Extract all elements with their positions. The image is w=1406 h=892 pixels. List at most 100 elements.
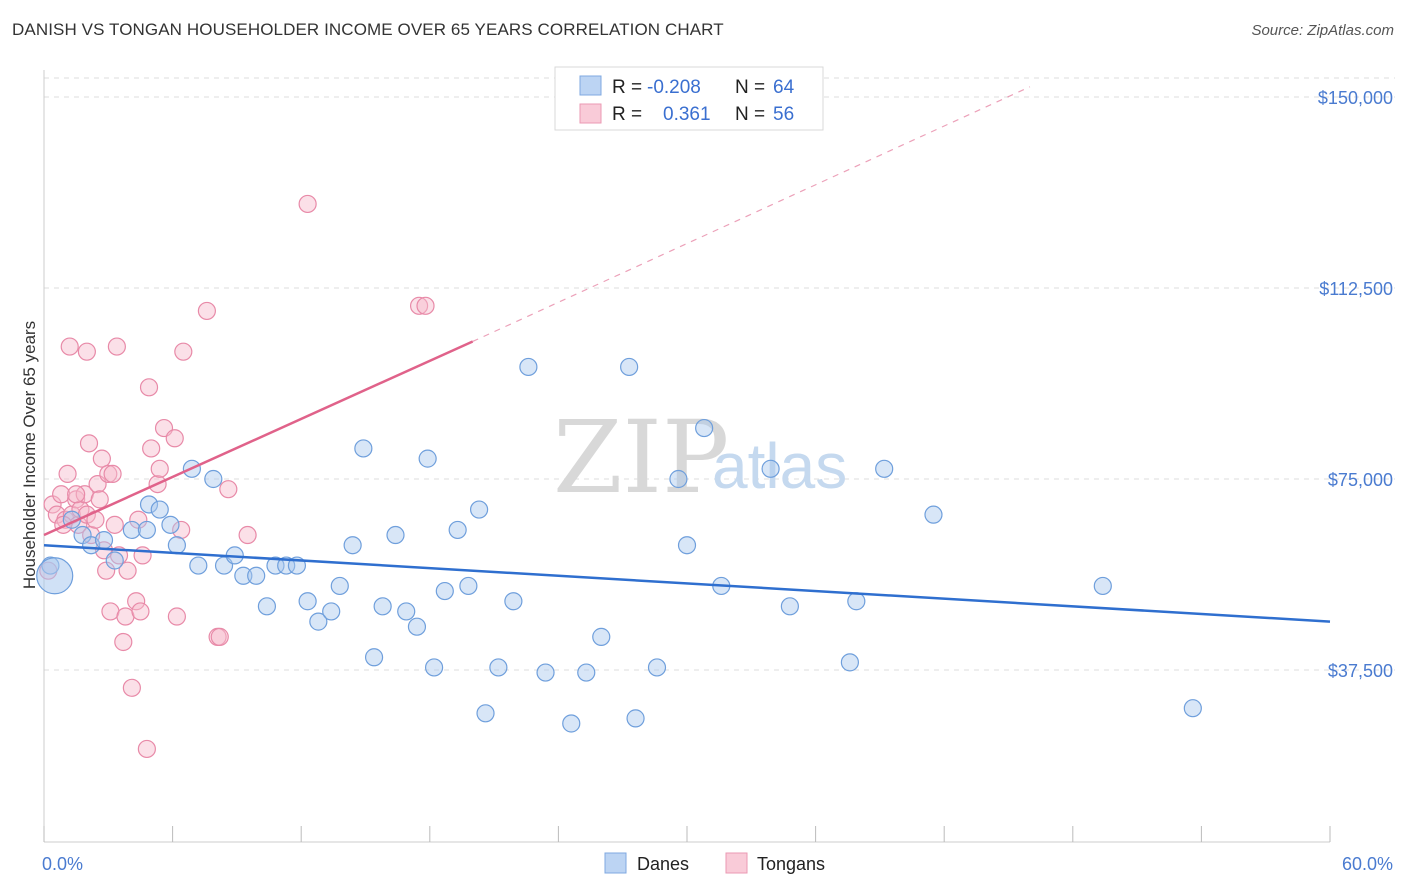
danes-point-7: [137, 520, 156, 540]
tongans-point-46: [238, 525, 257, 545]
y-tick-label-0: $37,500: [1328, 661, 1393, 681]
tongans-point-34: [142, 439, 161, 458]
danes-point-20: [266, 556, 285, 575]
danes-point-44: [536, 663, 555, 682]
watermark-atlas: atlas: [712, 430, 847, 502]
danes-point-52: [677, 536, 697, 555]
danes-point-25: [322, 602, 341, 621]
bottom-legend-swatch-tongans: [725, 852, 748, 874]
danes-point-51: [669, 469, 688, 489]
tongans-point-50: [60, 337, 79, 356]
tongans-point-19: [99, 464, 118, 484]
danes-point-34: [418, 449, 437, 468]
tongans-point-30: [131, 602, 150, 621]
legend-r-value-danes: -0.208: [647, 77, 701, 98]
danes-point-38: [459, 576, 478, 596]
x-axis-ticks: [43, 826, 1331, 842]
tongans-trend-line: [43, 340, 474, 537]
tongans-point-39: [167, 607, 186, 626]
danes-point-37: [448, 520, 467, 540]
bottom-legend-swatch-danes: [604, 852, 627, 874]
x-tick-label-max: 60.0%: [1342, 854, 1393, 874]
tongans-point-33: [139, 378, 159, 397]
tongans-series: [39, 194, 435, 759]
tongans-point-45: [219, 480, 238, 499]
danes-point-23: [298, 592, 317, 611]
danes-point-45: [562, 714, 581, 733]
danes-point-49: [626, 709, 645, 728]
danes-point-30: [373, 597, 392, 616]
y-tick-labels: $37,500 $75,000 $112,500 $150,000: [1318, 88, 1393, 681]
danes-point-42: [504, 592, 523, 611]
tongans-point-32: [137, 739, 156, 759]
danes-point-21: [277, 556, 296, 575]
y-tick-label-3: $150,000: [1318, 88, 1393, 108]
tongans-point-53: [67, 485, 86, 504]
legend-n-label-tongans: N =: [735, 104, 765, 125]
trend-lines: [43, 86, 1331, 623]
danes-point-27: [343, 536, 362, 555]
danes-point-46: [577, 663, 596, 682]
danes-point-28: [354, 439, 373, 458]
danes-point-10: [161, 515, 180, 534]
source-label: Source: ZipAtlas.com: [1251, 22, 1394, 39]
tongans-point-36: [150, 459, 169, 478]
danes-point-47: [592, 627, 611, 646]
legend-swatch-tongans: [579, 103, 602, 124]
danes-point-6: [122, 520, 141, 540]
legend-n-value-danes: 64: [773, 77, 795, 98]
tongans-point-27: [122, 678, 141, 697]
legend-r-label-danes: R =: [612, 77, 642, 98]
legend-n-value-tongans: 56: [773, 104, 794, 125]
tongans-point-12: [79, 434, 99, 453]
danes-point-29: [364, 648, 384, 667]
legend-top: R = -0.208 N = 64 R = 0.361 N = 56: [554, 66, 824, 131]
danes-point-61: [1093, 576, 1112, 596]
danes-point-48: [620, 357, 639, 377]
danes-point-60: [924, 505, 943, 524]
legend-n-label-danes: N =: [735, 77, 765, 98]
danes-point-8: [139, 495, 159, 514]
tongans-point-31: [133, 546, 152, 565]
danes-point-39: [469, 500, 489, 519]
danes-point-50: [647, 658, 667, 677]
danes-point-26: [330, 576, 349, 596]
danes-point-53: [695, 418, 714, 438]
danes-trend-line: [43, 543, 1331, 623]
tongans-point-16: [92, 449, 111, 468]
bottom-legend-label-tongans: Tongans: [757, 854, 825, 874]
tongans-point-24: [114, 632, 133, 652]
chart-title: DANISH VS TONGAN HOUSEHOLDER INCOME OVER…: [12, 20, 724, 39]
y-tick-label-1: $75,000: [1328, 470, 1393, 490]
tongans-point-52: [90, 490, 109, 509]
danes-point-18: [247, 566, 266, 585]
legend-r-value-tongans: 0.361: [663, 104, 711, 125]
tongans-point-7: [67, 490, 86, 509]
tongans-point-5: [58, 464, 77, 484]
danes-point-17: [234, 566, 253, 585]
watermark-zip: ZIP: [553, 399, 729, 516]
danes-point-19: [257, 597, 277, 616]
danes-point-35: [424, 658, 444, 677]
tongans-point-49: [416, 296, 435, 315]
danes-point-13: [189, 556, 208, 575]
danes-point-14: [204, 469, 223, 489]
legend-swatch-danes: [579, 75, 602, 96]
danes-point-57: [840, 653, 859, 672]
tongans-point-38: [165, 429, 184, 448]
tongans-point-28: [127, 592, 146, 611]
danes-point-36: [435, 581, 454, 601]
danes-point-24: [309, 612, 328, 631]
tongans-point-54: [103, 464, 122, 484]
tongans-point-48: [409, 296, 429, 315]
bottom-legend-label-danes: Danes: [637, 854, 689, 874]
legend-r-label-tongans: R =: [612, 104, 642, 125]
danes-point-40: [476, 704, 495, 723]
tongans-point-44: [210, 627, 229, 646]
danes-point-43: [519, 357, 538, 377]
tongans-point-51: [77, 342, 96, 361]
x-tick-label-min: 0.0%: [42, 854, 83, 874]
danes-point-58: [847, 592, 866, 611]
danes-point-11: [167, 536, 186, 555]
danes-point-63: [36, 557, 74, 595]
